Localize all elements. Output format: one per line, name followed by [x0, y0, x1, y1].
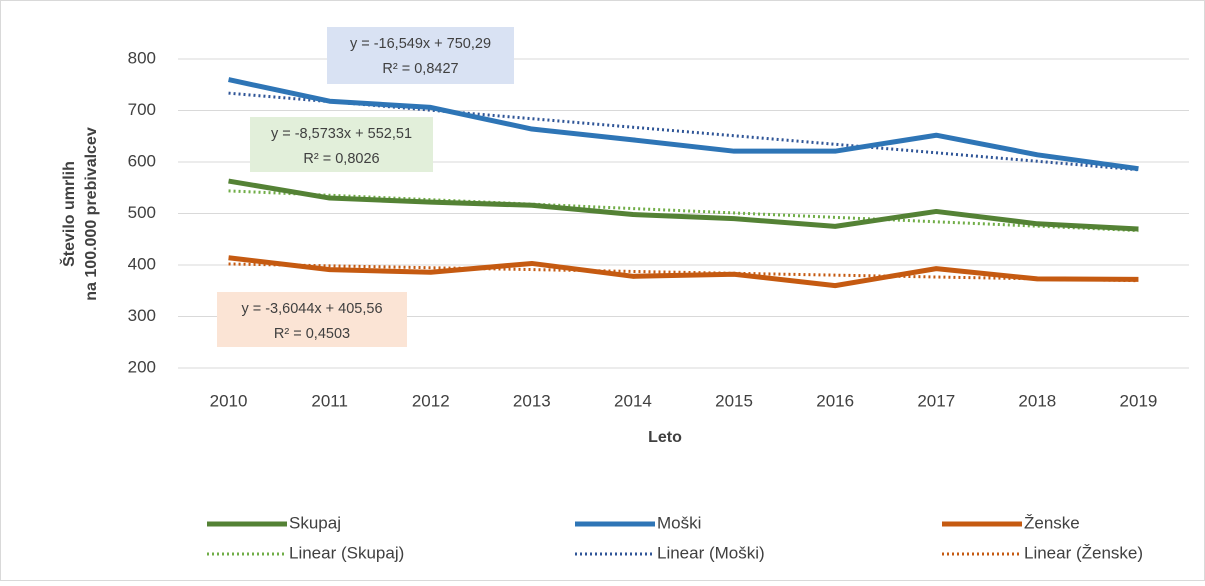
y-tick-label: 700: [128, 100, 156, 119]
legend-label: Linear (Moški): [657, 543, 765, 562]
annotation-text: y = -8,5733x + 552,51: [271, 126, 412, 142]
x-tick-label: 2017: [917, 391, 955, 410]
y-tick-label: 800: [128, 48, 156, 67]
y-axis-title-line: na 100.000 prebivalcev: [83, 127, 100, 301]
x-tick-label: 2010: [210, 391, 248, 410]
annotation-text: R² = 0,8026: [303, 151, 379, 167]
x-tick-label: 2016: [816, 391, 854, 410]
x-tick-label: 2011: [311, 391, 348, 410]
annotation-box: [250, 117, 433, 172]
y-tick-label: 600: [128, 151, 156, 170]
annotation-text: R² = 0,4503: [274, 326, 350, 342]
legend-label: Linear (Ženske): [1024, 543, 1143, 562]
series-line: [228, 189, 1139, 233]
series-line: [228, 77, 1139, 172]
annotation-text: y = -3,6044x + 405,56: [241, 301, 382, 317]
x-axis-title: Leto: [648, 429, 682, 446]
series-line: [228, 262, 1139, 283]
x-tick-label: 2018: [1018, 391, 1056, 410]
legend-label: Moški: [657, 513, 701, 532]
y-tick-label: 500: [128, 203, 156, 222]
legend-label: Ženske: [1024, 513, 1080, 532]
series-line: [228, 178, 1139, 232]
x-tick-label: 2014: [614, 391, 652, 410]
x-tick-label: 2012: [412, 391, 450, 410]
series-line: [228, 91, 1139, 172]
series-line: [228, 255, 1139, 289]
annotation-text: y = -16,549x + 750,29: [350, 36, 491, 52]
x-tick-label: 2015: [715, 391, 753, 410]
annotation-box: [327, 27, 514, 84]
y-tick-label: 300: [128, 306, 156, 325]
x-tick-label: 2019: [1120, 391, 1158, 410]
y-tick-label: 400: [128, 254, 156, 273]
annotation-box: [217, 292, 407, 347]
y-tick-label: 200: [128, 357, 156, 376]
x-tick-label: 2013: [513, 391, 551, 410]
y-axis-title: Število umrlih na 100.000 prebivalcev: [59, 127, 100, 301]
annotation-text: R² = 0,8427: [382, 61, 458, 77]
legend-label: Linear (Skupaj): [289, 543, 404, 562]
y-axis-title-line: Število umrlih: [59, 161, 78, 267]
legend-label: Skupaj: [289, 513, 341, 532]
